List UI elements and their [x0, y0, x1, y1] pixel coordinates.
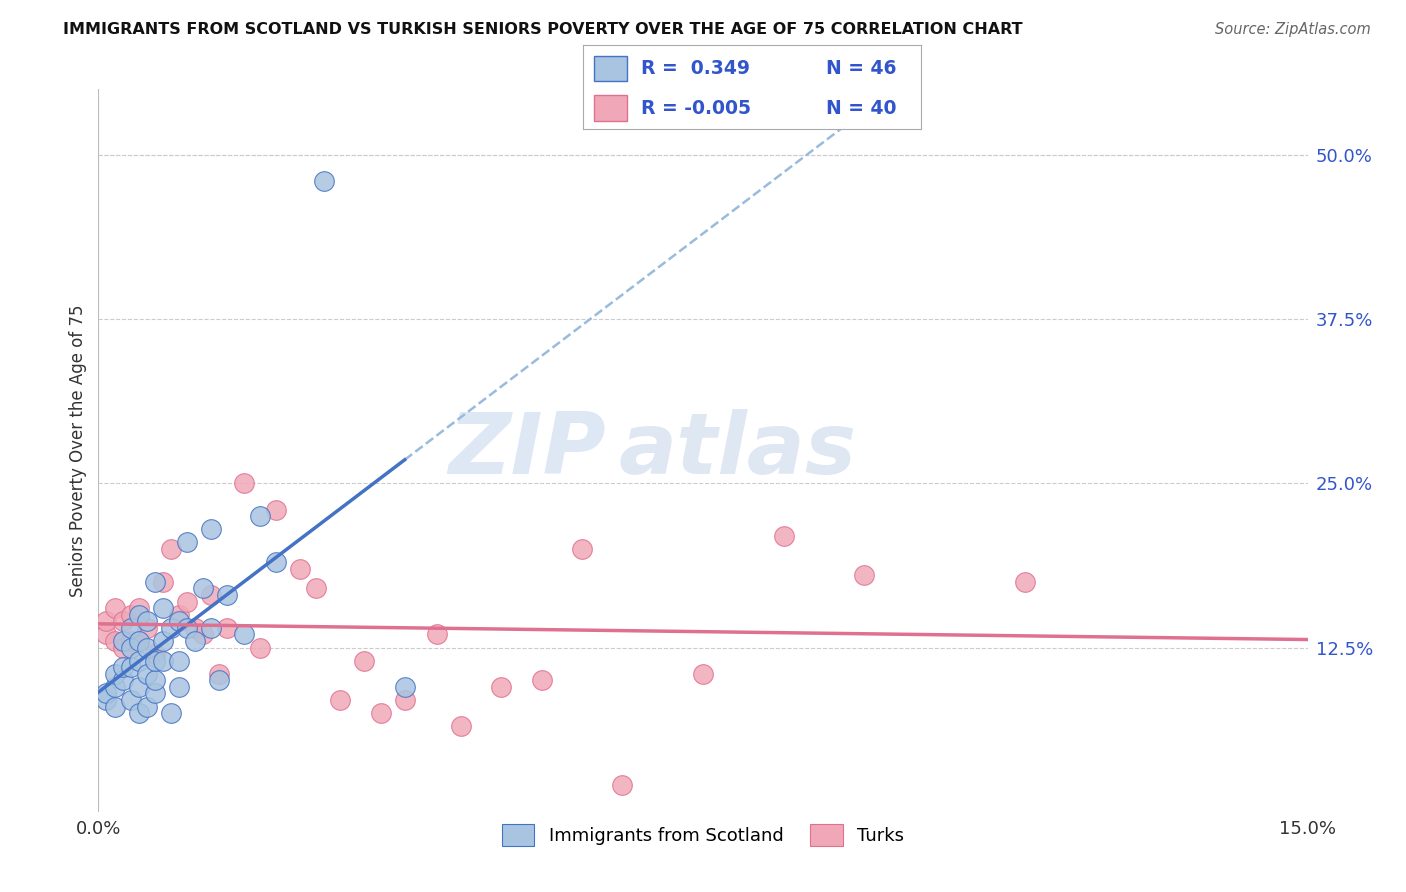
- Point: [143, 673, 166, 688]
- Point: [264, 502, 287, 516]
- Point: [135, 614, 157, 628]
- Point: [103, 680, 125, 694]
- Point: [370, 706, 392, 721]
- Point: [200, 588, 222, 602]
- Point: [491, 680, 513, 694]
- Point: [152, 574, 174, 589]
- Point: [128, 601, 150, 615]
- Point: [193, 627, 215, 641]
- Point: [111, 634, 134, 648]
- Point: [208, 666, 231, 681]
- Point: [208, 673, 231, 688]
- Point: [103, 699, 125, 714]
- Point: [1014, 574, 1036, 589]
- Point: [200, 522, 222, 536]
- Point: [305, 582, 328, 596]
- Point: [120, 693, 142, 707]
- Point: [530, 673, 553, 688]
- Point: [450, 719, 472, 733]
- Point: [128, 634, 150, 648]
- Point: [200, 621, 222, 635]
- Point: [111, 640, 134, 655]
- Point: [160, 621, 183, 635]
- Point: [143, 654, 166, 668]
- Point: [249, 509, 271, 524]
- Point: [152, 601, 174, 615]
- Point: [120, 660, 142, 674]
- Point: [853, 568, 876, 582]
- Legend: Immigrants from Scotland, Turks: Immigrants from Scotland, Turks: [495, 817, 911, 854]
- Point: [160, 541, 183, 556]
- Bar: [593, 95, 627, 120]
- Point: [167, 654, 190, 668]
- Text: atlas: atlas: [619, 409, 856, 492]
- Point: [314, 174, 336, 188]
- Point: [193, 582, 215, 596]
- Point: [135, 621, 157, 635]
- Point: [96, 686, 118, 700]
- Point: [571, 541, 593, 556]
- Point: [103, 601, 125, 615]
- Point: [160, 706, 183, 721]
- Point: [143, 574, 166, 589]
- Point: [152, 634, 174, 648]
- Point: [249, 640, 271, 655]
- Point: [772, 529, 794, 543]
- Point: [612, 779, 634, 793]
- Text: R =  0.349: R = 0.349: [641, 59, 749, 78]
- Point: [96, 693, 118, 707]
- Point: [103, 666, 125, 681]
- Text: IMMIGRANTS FROM SCOTLAND VS TURKISH SENIORS POVERTY OVER THE AGE OF 75 CORRELATI: IMMIGRANTS FROM SCOTLAND VS TURKISH SENI…: [63, 22, 1024, 37]
- Point: [111, 614, 134, 628]
- Point: [135, 666, 157, 681]
- Point: [217, 588, 239, 602]
- Y-axis label: Seniors Poverty Over the Age of 75: Seniors Poverty Over the Age of 75: [69, 304, 87, 597]
- Point: [120, 607, 142, 622]
- Point: [394, 680, 416, 694]
- Point: [128, 706, 150, 721]
- Bar: [593, 55, 627, 81]
- Point: [329, 693, 352, 707]
- Point: [426, 627, 449, 641]
- Point: [184, 634, 207, 648]
- Point: [692, 666, 714, 681]
- Text: N = 46: N = 46: [827, 59, 897, 78]
- Point: [217, 621, 239, 635]
- Text: R = -0.005: R = -0.005: [641, 99, 751, 118]
- Point: [176, 621, 198, 635]
- Point: [232, 476, 254, 491]
- Point: [120, 640, 142, 655]
- Point: [176, 594, 198, 608]
- Point: [96, 614, 118, 628]
- Point: [135, 699, 157, 714]
- Point: [264, 555, 287, 569]
- Point: [135, 640, 157, 655]
- Point: [167, 680, 190, 694]
- Point: [167, 614, 190, 628]
- Point: [103, 634, 125, 648]
- Point: [128, 680, 150, 694]
- Point: [111, 660, 134, 674]
- Point: [394, 693, 416, 707]
- Point: [120, 621, 142, 635]
- Point: [96, 627, 118, 641]
- Point: [176, 535, 198, 549]
- Point: [143, 647, 166, 661]
- Text: ZIP: ZIP: [449, 409, 606, 492]
- Point: [232, 627, 254, 641]
- Text: Source: ZipAtlas.com: Source: ZipAtlas.com: [1215, 22, 1371, 37]
- Text: N = 40: N = 40: [827, 99, 897, 118]
- Point: [143, 686, 166, 700]
- Point: [120, 634, 142, 648]
- Point: [128, 607, 150, 622]
- Point: [167, 607, 190, 622]
- Point: [152, 654, 174, 668]
- Point: [111, 673, 134, 688]
- Point: [128, 634, 150, 648]
- Point: [184, 621, 207, 635]
- Point: [288, 562, 311, 576]
- Point: [128, 654, 150, 668]
- Point: [353, 654, 375, 668]
